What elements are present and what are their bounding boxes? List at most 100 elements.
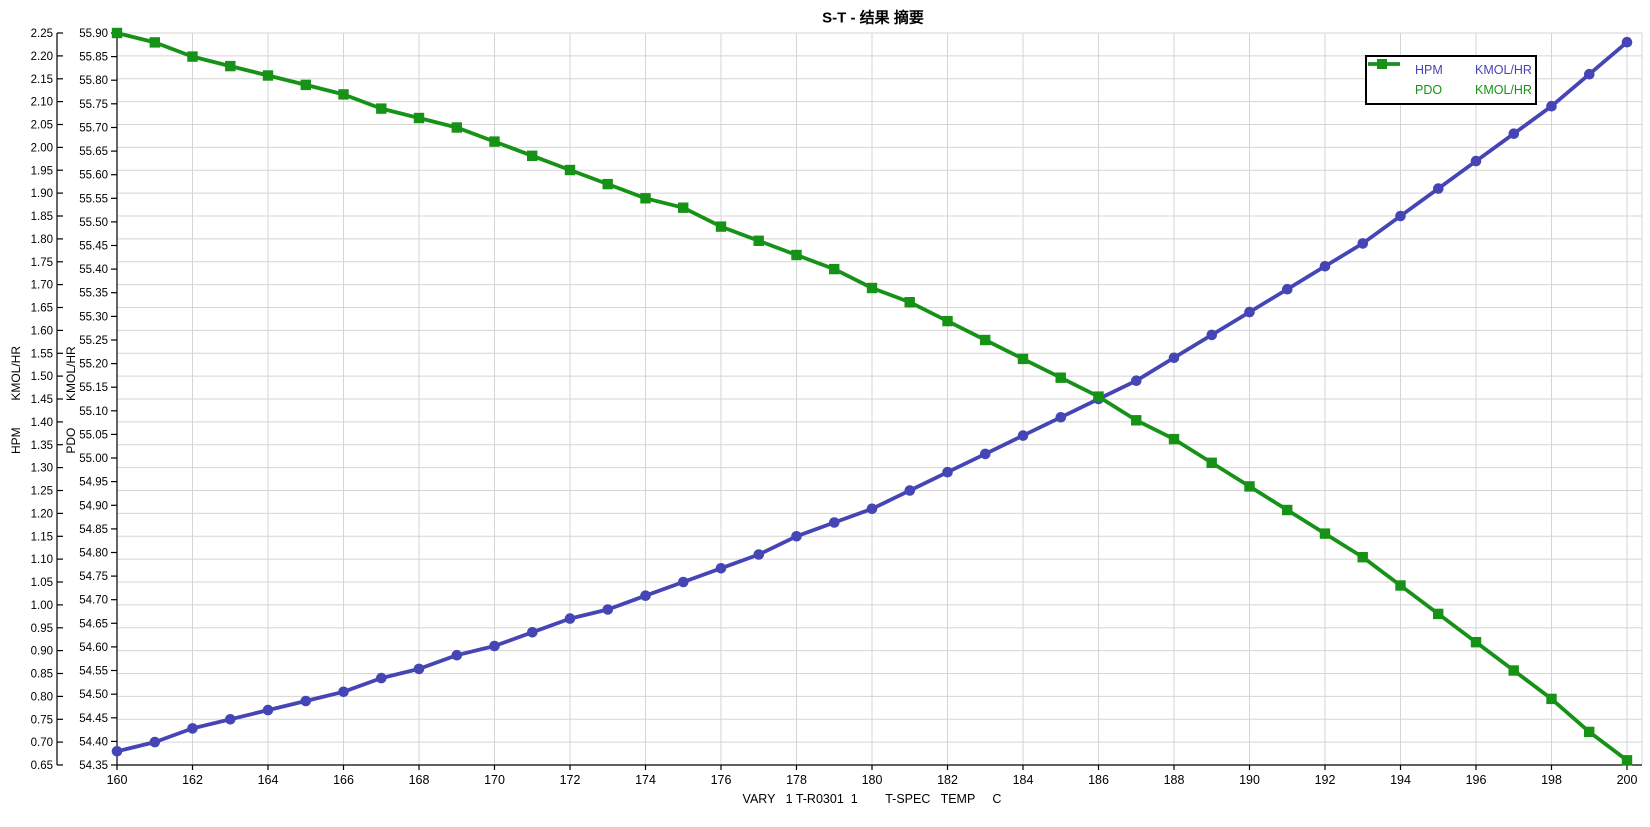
svg-text:54.50: 54.50	[79, 689, 108, 701]
svg-text:55.75: 55.75	[79, 99, 108, 111]
svg-text:180: 180	[862, 773, 883, 787]
svg-text:178: 178	[786, 773, 807, 787]
svg-text:192: 192	[1315, 773, 1336, 787]
x-axis-title: VARY 1 T-R0301 1 T-SPEC TEMP C	[742, 792, 1002, 806]
pdo-series-marker-icon	[1368, 59, 1409, 97]
svg-text:54.60: 54.60	[79, 642, 108, 654]
svg-text:1.85: 1.85	[31, 211, 53, 223]
pdo-axis-title: PDO KMOL/HR	[64, 346, 78, 454]
svg-text:2.10: 2.10	[31, 97, 53, 109]
svg-text:55.40: 55.40	[79, 264, 108, 276]
svg-text:0.85: 0.85	[31, 669, 53, 681]
svg-text:184: 184	[1013, 773, 1034, 787]
svg-text:55.10: 55.10	[79, 406, 108, 418]
svg-text:1.55: 1.55	[31, 348, 53, 360]
svg-text:190: 190	[1239, 773, 1260, 787]
legend-unit-pdo: KMOL/HR	[1475, 82, 1532, 97]
svg-text:164: 164	[258, 773, 279, 787]
svg-text:174: 174	[635, 773, 656, 787]
svg-text:172: 172	[560, 773, 581, 787]
svg-text:55.60: 55.60	[79, 170, 108, 182]
svg-text:54.80: 54.80	[79, 547, 108, 559]
svg-text:0.95: 0.95	[31, 623, 53, 635]
svg-text:188: 188	[1164, 773, 1185, 787]
svg-text:2.15: 2.15	[31, 74, 53, 86]
svg-text:166: 166	[333, 773, 354, 787]
svg-text:1.65: 1.65	[31, 303, 53, 315]
svg-text:54.70: 54.70	[79, 595, 108, 607]
svg-text:55.70: 55.70	[79, 122, 108, 134]
svg-text:55.15: 55.15	[79, 382, 108, 394]
svg-text:54.45: 54.45	[79, 713, 108, 725]
svg-text:200: 200	[1617, 773, 1638, 787]
svg-text:1.70: 1.70	[31, 280, 53, 292]
svg-text:1.45: 1.45	[31, 394, 53, 406]
svg-text:1.25: 1.25	[31, 486, 53, 498]
svg-text:196: 196	[1466, 773, 1487, 787]
series-pdo	[111, 27, 1633, 766]
svg-text:0.70: 0.70	[31, 737, 53, 749]
series-hpm	[111, 36, 1633, 757]
svg-text:1.95: 1.95	[31, 165, 53, 177]
svg-text:162: 162	[182, 773, 203, 787]
svg-text:194: 194	[1390, 773, 1411, 787]
svg-text:0.80: 0.80	[31, 691, 53, 703]
legend-label-pdo: PDO	[1415, 82, 1443, 97]
svg-text:54.35: 54.35	[79, 760, 108, 772]
tick-marks	[57, 32, 1628, 770]
svg-text:55.45: 55.45	[79, 241, 108, 253]
svg-text:54.40: 54.40	[79, 736, 108, 748]
tick-labels: 0.65 0.70 0.75 0.80 0.85 0.90 0.95 1.00 1.05 1.10…	[31, 28, 1638, 787]
hpm-axis-title: HPM KMOL/HR	[9, 345, 23, 455]
svg-text:55.35: 55.35	[79, 288, 108, 300]
gridlines	[116, 32, 1643, 766]
svg-text:182: 182	[937, 773, 958, 787]
svg-text:54.90: 54.90	[79, 500, 108, 512]
svg-text:55.00: 55.00	[79, 453, 108, 465]
svg-text:54.95: 54.95	[79, 477, 108, 489]
svg-text:168: 168	[409, 773, 430, 787]
svg-text:54.75: 54.75	[79, 571, 108, 583]
legend: HPM KMOL/HR PDO KMOL/HR	[1365, 55, 1537, 105]
svg-text:55.05: 55.05	[79, 429, 108, 441]
legend-label-hpm: HPM	[1415, 62, 1443, 77]
legend-unit-hpm: KMOL/HR	[1475, 62, 1532, 77]
svg-text:1.35: 1.35	[31, 440, 53, 452]
svg-text:55.55: 55.55	[79, 193, 108, 205]
svg-text:1.05: 1.05	[31, 577, 53, 589]
svg-text:198: 198	[1541, 773, 1562, 787]
svg-text:54.85: 54.85	[79, 524, 108, 536]
svg-text:55.90: 55.90	[79, 28, 108, 40]
svg-text:1.80: 1.80	[31, 234, 53, 246]
svg-text:1.15: 1.15	[31, 531, 53, 543]
svg-text:55.20: 55.20	[79, 359, 108, 371]
svg-text:186: 186	[1088, 773, 1109, 787]
svg-text:55.25: 55.25	[79, 335, 108, 347]
svg-text:2.20: 2.20	[31, 51, 53, 63]
svg-text:0.65: 0.65	[31, 760, 53, 772]
svg-text:1.75: 1.75	[31, 257, 53, 269]
svg-text:170: 170	[484, 773, 505, 787]
svg-text:55.80: 55.80	[79, 75, 108, 87]
svg-text:1.60: 1.60	[31, 325, 53, 337]
svg-text:1.10: 1.10	[31, 554, 53, 566]
svg-text:54.55: 54.55	[79, 666, 108, 678]
legend-item-pdo[interactable]: PDO KMOL/HR	[1368, 59, 1532, 97]
svg-text:55.85: 55.85	[79, 52, 108, 64]
svg-text:1.90: 1.90	[31, 188, 53, 200]
chart-title: S-T - 结果 摘要	[822, 9, 924, 27]
svg-text:1.40: 1.40	[31, 417, 53, 429]
svg-text:0.90: 0.90	[31, 646, 53, 658]
svg-text:160: 160	[107, 773, 128, 787]
svg-text:2.05: 2.05	[31, 120, 53, 132]
svg-text:1.30: 1.30	[31, 463, 53, 475]
svg-text:55.50: 55.50	[79, 217, 108, 229]
svg-text:1.00: 1.00	[31, 600, 53, 612]
svg-text:2.25: 2.25	[31, 28, 53, 40]
svg-text:2.00: 2.00	[31, 142, 53, 154]
svg-text:176: 176	[711, 773, 732, 787]
svg-text:1.20: 1.20	[31, 508, 53, 520]
svg-text:54.65: 54.65	[79, 618, 108, 630]
svg-text:55.30: 55.30	[79, 311, 108, 323]
